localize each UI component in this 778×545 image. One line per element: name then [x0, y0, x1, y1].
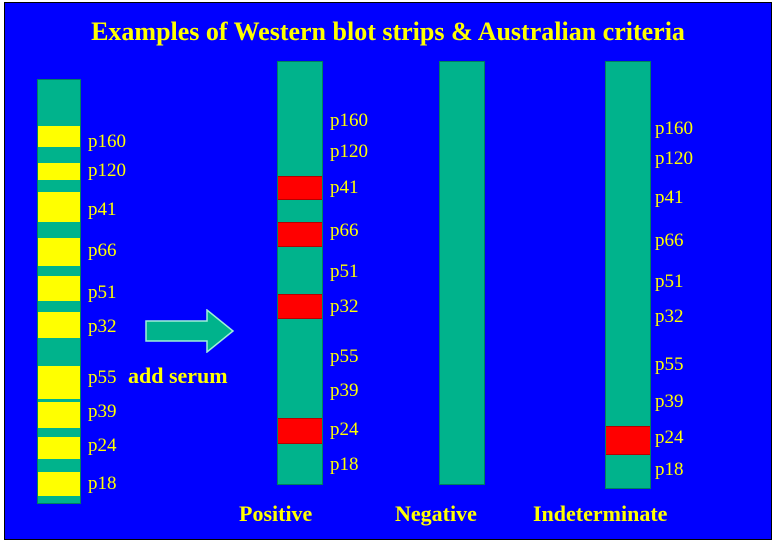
ind-label-p55: p55	[655, 354, 684, 375]
ref-label-p18: p18	[88, 473, 117, 494]
reactive-band-p66	[278, 222, 322, 247]
reference-strip	[37, 79, 81, 504]
band-p51	[38, 276, 80, 301]
ind-label-p32: p32	[655, 306, 684, 327]
reactive-band-p41	[278, 176, 322, 200]
band-p41	[38, 192, 80, 222]
indeterminate-caption: Indeterminate	[533, 501, 668, 526]
ref-label-p120: p120	[88, 160, 126, 181]
ref-label-p39: p39	[88, 401, 117, 422]
pos-label-p18: p18	[330, 454, 359, 475]
pos-label-p160: p160	[330, 110, 368, 131]
right-arrow-icon	[145, 309, 235, 353]
negative-strip	[439, 61, 485, 485]
positive-caption: Positive	[239, 501, 313, 526]
band-p39	[38, 402, 80, 428]
negative-caption: Negative	[395, 501, 477, 526]
reactive-band-p32	[278, 294, 322, 319]
positive-strip	[277, 61, 323, 485]
ref-label-p32: p32	[88, 316, 117, 337]
ind-label-p41: p41	[655, 187, 684, 208]
indeterminate-strip	[605, 61, 651, 489]
ind-label-p39: p39	[655, 391, 684, 412]
ind-label-p120: p120	[655, 148, 693, 169]
ind-label-p51: p51	[655, 271, 684, 292]
reactive-band-p24	[278, 418, 322, 444]
pos-label-p66: p66	[330, 220, 359, 241]
ind-label-p66: p66	[655, 230, 684, 251]
reactive-band-p24	[606, 426, 650, 455]
ref-label-p51: p51	[88, 282, 117, 303]
ref-label-p55: p55	[88, 367, 117, 388]
band-p66	[38, 238, 80, 266]
ind-label-p24: p24	[655, 427, 684, 448]
pos-label-p39: p39	[330, 380, 359, 401]
ref-label-p24: p24	[88, 435, 117, 456]
pos-label-p51: p51	[330, 261, 359, 282]
band-p120	[38, 163, 80, 180]
ref-label-p160: p160	[88, 131, 126, 152]
pos-label-p55: p55	[330, 346, 359, 367]
band-p160	[38, 126, 80, 147]
ind-label-p18: p18	[655, 459, 684, 480]
slide: Examples of Western blot strips & Austra…	[4, 2, 772, 540]
pos-label-p41: p41	[330, 177, 359, 198]
band-p55	[38, 366, 80, 399]
ref-label-p66: p66	[88, 240, 117, 261]
pos-label-p32: p32	[330, 296, 359, 317]
band-p32	[38, 312, 80, 338]
ind-label-p160: p160	[655, 118, 693, 139]
pos-label-p120: p120	[330, 141, 368, 162]
ref-label-p41: p41	[88, 199, 117, 220]
add-serum-label: add serum	[128, 363, 228, 388]
pos-label-p24: p24	[330, 419, 359, 440]
slide-title: Examples of Western blot strips & Austra…	[91, 17, 685, 46]
band-p24	[38, 437, 80, 459]
band-p18	[38, 472, 80, 496]
